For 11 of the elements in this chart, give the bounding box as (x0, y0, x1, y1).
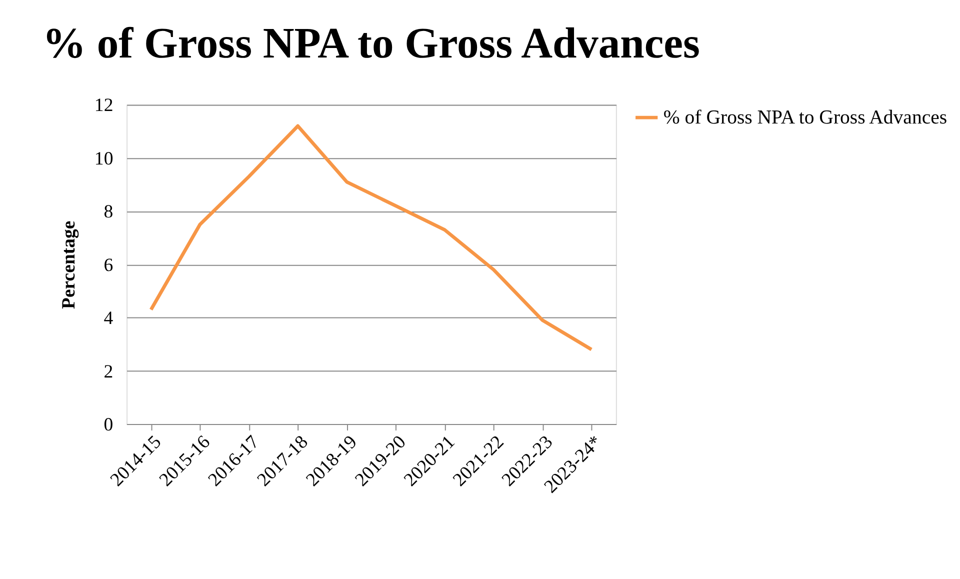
legend-label: % of Gross NPA to Gross Advances (663, 106, 948, 128)
line-series (149, 124, 594, 352)
y-axis-title: Percentage (58, 220, 80, 309)
y-tick-label: 12 (94, 95, 114, 116)
chart-title: % of Gross NPA to Gross Advances (42, 19, 700, 68)
y-tick-label: 8 (104, 202, 114, 223)
y-tick-label: 4 (104, 308, 114, 330)
y-tick-label: 0 (104, 414, 114, 436)
y-tick-label: 6 (104, 254, 114, 276)
y-tick-label: 2 (104, 361, 114, 382)
y-tick-label: 10 (94, 148, 114, 170)
